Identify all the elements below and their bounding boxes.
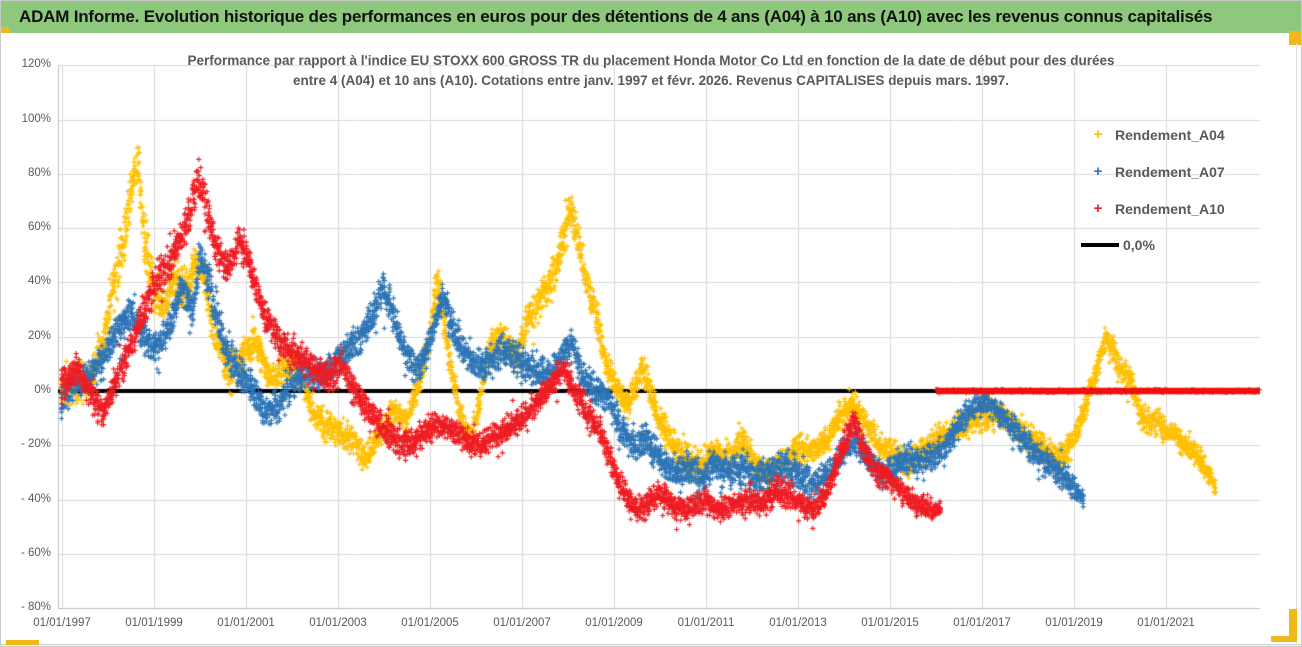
bottom-strip xyxy=(1,644,1301,646)
chart-title-line1: Performance par rapport à l'indice EU ST… xyxy=(187,53,1115,68)
y-axis-tick-label: 20% xyxy=(27,329,51,342)
legend-item-rendement-a10[interactable]: + Rendement_A10 xyxy=(1081,198,1225,220)
plus-marker-icon: + xyxy=(1093,126,1103,143)
x-axis-tick-label: 01/01/2015 xyxy=(861,617,919,629)
x-axis-tick-label: 01/01/2003 xyxy=(309,617,367,629)
chart-title: Performance par rapport à l'indice EU ST… xyxy=(71,51,1231,91)
accent-bar-bottom-right-h xyxy=(1271,636,1297,642)
x-axis-tick-label: 01/01/2019 xyxy=(1045,617,1103,629)
zero-line-marker-icon xyxy=(1081,243,1119,247)
plus-marker-icon: + xyxy=(1093,163,1103,180)
y-axis-tick-label: - 40% xyxy=(20,492,51,505)
y-axis-tick-label: 80% xyxy=(27,166,51,179)
x-axis-tick-label: 01/01/1997 xyxy=(33,617,91,629)
legend-item-rendement-a07[interactable]: + Rendement_A07 xyxy=(1081,161,1225,183)
y-axis-tick-label: 60% xyxy=(27,221,51,234)
x-axis-tick-label: 01/01/2009 xyxy=(585,617,643,629)
x-axis-tick-label: 01/01/2013 xyxy=(769,617,827,629)
y-axis-tick-label: 100% xyxy=(21,112,51,125)
legend-label: 0,0% xyxy=(1123,237,1155,253)
y-axis-tick-label: - 80% xyxy=(20,601,51,614)
plus-marker-icon: + xyxy=(1093,200,1103,217)
x-axis-tick-label: 01/01/2021 xyxy=(1137,617,1195,629)
x-axis-tick-label: 01/01/2007 xyxy=(493,617,551,629)
x-axis-tick-label: 01/01/2017 xyxy=(953,617,1011,629)
chart-frame-border xyxy=(1296,43,1297,643)
legend-item-rendement-a04[interactable]: + Rendement_A04 xyxy=(1081,124,1225,146)
chart-title-line2: entre 4 (A04) et 10 ans (A10). Cotations… xyxy=(292,73,1010,88)
y-axis-tick-label: 0% xyxy=(34,384,51,396)
x-axis-tick-label: 01/01/2005 xyxy=(401,617,459,629)
accent-bar-bottom-left xyxy=(6,640,39,645)
legend-label: Rendement_A07 xyxy=(1115,164,1225,180)
legend-label: Rendement_A10 xyxy=(1115,201,1225,217)
legend-item-zero-line[interactable]: 0,0% xyxy=(1081,234,1155,256)
y-axis-tick-label: - 20% xyxy=(20,438,51,451)
legend-label: Rendement_A04 xyxy=(1115,127,1225,143)
x-axis-tick-label: 01/01/2001 xyxy=(217,617,275,629)
y-axis-tick-label: 40% xyxy=(27,275,51,288)
y-axis-tick-label: - 60% xyxy=(20,546,51,559)
y-axis-tick-label: 120% xyxy=(21,58,51,71)
accent-bar-bottom-right-v xyxy=(1289,609,1297,642)
x-axis-tick-label: 01/01/2011 xyxy=(677,617,735,629)
x-axis-tick-label: 01/01/1999 xyxy=(125,617,183,629)
